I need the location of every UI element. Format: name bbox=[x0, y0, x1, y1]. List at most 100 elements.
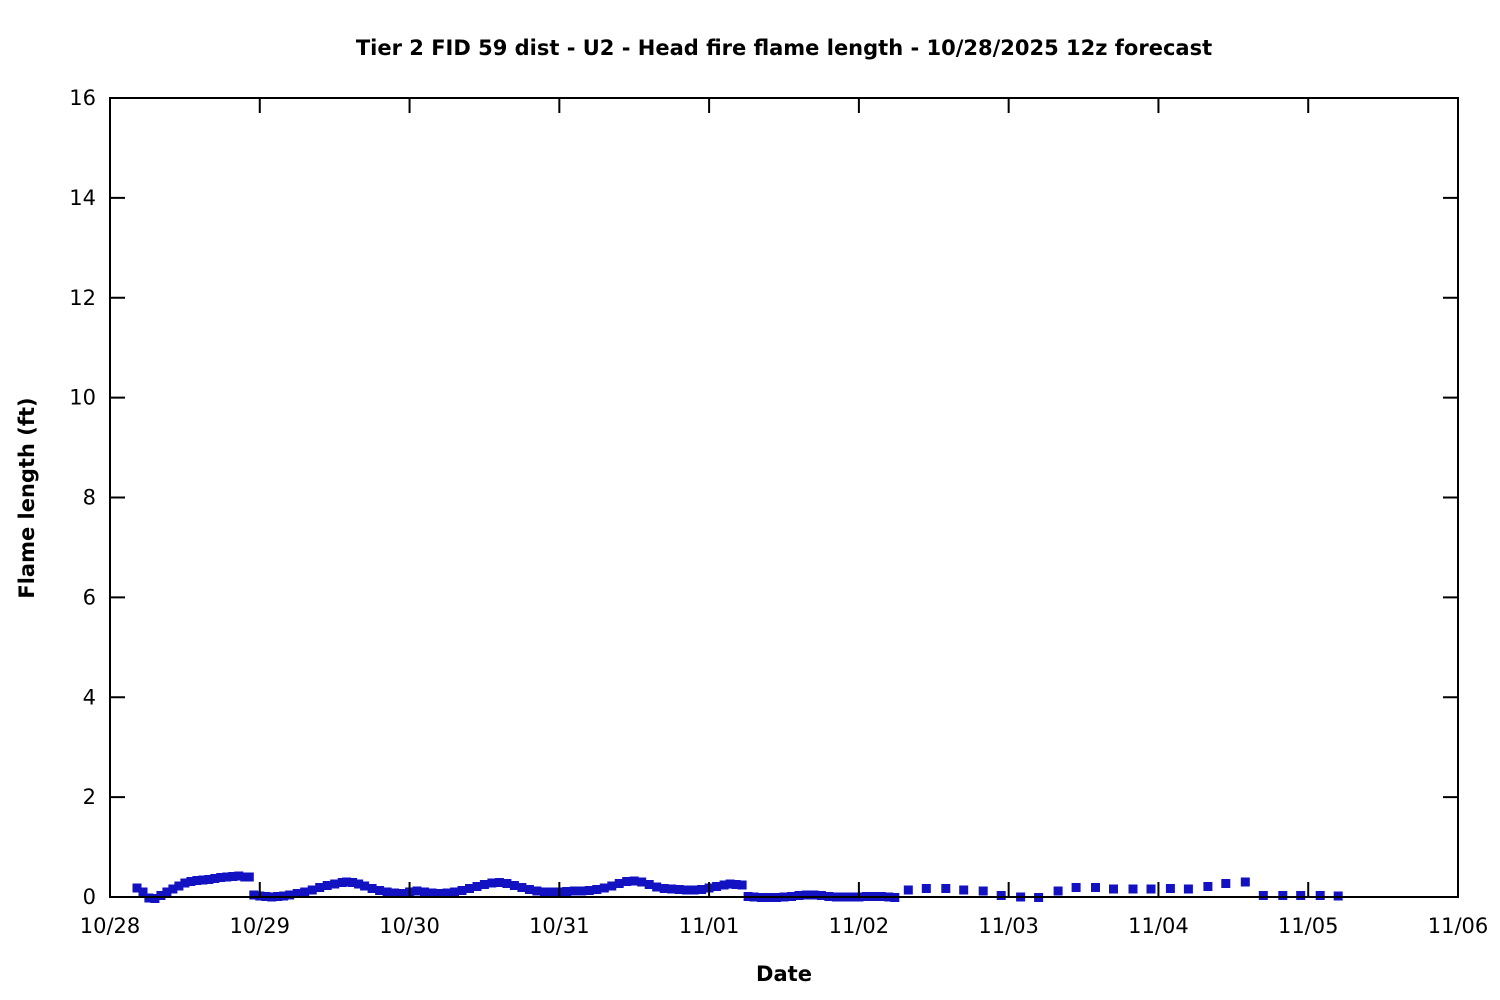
data-point-marker bbox=[472, 882, 482, 891]
data-point-marker bbox=[1240, 877, 1250, 887]
data-point-marker bbox=[342, 877, 352, 887]
data-point-marker bbox=[1258, 891, 1268, 900]
data-point-marker bbox=[1091, 883, 1100, 892]
data-point-marker bbox=[450, 887, 459, 897]
chart-title: Tier 2 FID 59 dist - U2 - Head fire flam… bbox=[355, 36, 1213, 60]
data-point-marker bbox=[959, 885, 969, 895]
y-tick-label: 0 bbox=[83, 885, 96, 909]
x-tick-label: 11/06 bbox=[1428, 914, 1489, 938]
data-point-marker bbox=[584, 886, 594, 895]
data-point-marker bbox=[216, 873, 226, 882]
data-point-marker bbox=[1221, 879, 1231, 888]
data-point-marker bbox=[360, 881, 370, 891]
data-point-marker bbox=[569, 886, 579, 896]
data-point-marker bbox=[412, 886, 422, 896]
data-point-marker bbox=[228, 872, 238, 881]
data-point-marker bbox=[307, 885, 317, 895]
data-point-marker bbox=[162, 887, 172, 897]
data-point-marker bbox=[599, 883, 609, 893]
data-point-marker bbox=[186, 877, 196, 886]
data-point-marker bbox=[725, 879, 735, 889]
data-point-marker bbox=[457, 886, 467, 895]
data-point-marker bbox=[132, 883, 142, 893]
data-point-marker bbox=[652, 882, 662, 892]
data-point-marker bbox=[674, 885, 684, 894]
data-point-marker bbox=[494, 878, 504, 887]
data-point-marker bbox=[1053, 886, 1063, 896]
data-point-marker bbox=[809, 890, 819, 900]
x-tick-label: 11/03 bbox=[978, 914, 1039, 938]
data-point-marker bbox=[816, 891, 826, 900]
data-point-marker bbox=[509, 881, 519, 890]
data-point-marker bbox=[427, 888, 437, 898]
data-point-marker bbox=[629, 876, 639, 886]
x-tick-label: 11/05 bbox=[1278, 914, 1339, 938]
data-point-marker bbox=[682, 885, 692, 895]
data-point-marker bbox=[731, 880, 741, 889]
x-tick-label: 11/04 bbox=[1128, 914, 1189, 938]
data-point-marker bbox=[156, 891, 166, 900]
data-point-marker bbox=[174, 881, 184, 891]
data-point-marker bbox=[697, 885, 707, 894]
y-tick-label: 2 bbox=[83, 785, 96, 809]
data-point-marker bbox=[138, 887, 148, 897]
data-point-marker bbox=[1146, 884, 1156, 894]
data-point-marker bbox=[1296, 891, 1306, 900]
data-point-marker bbox=[479, 880, 489, 889]
data-point-marker bbox=[532, 886, 542, 896]
data-point-marker bbox=[180, 878, 190, 888]
data-point-marker bbox=[348, 878, 358, 887]
x-tick-label: 10/28 bbox=[80, 914, 141, 938]
data-point-marker bbox=[210, 874, 220, 883]
x-tick-label: 10/31 bbox=[529, 914, 590, 938]
data-point-marker bbox=[367, 884, 377, 893]
data-point-marker bbox=[1109, 884, 1118, 894]
data-point-marker bbox=[1203, 882, 1213, 891]
data-point-marker bbox=[921, 884, 931, 893]
data-point-marker bbox=[737, 880, 747, 890]
data-point-marker bbox=[1183, 884, 1193, 894]
data-point-marker bbox=[524, 885, 534, 894]
data-point-marker bbox=[382, 887, 392, 897]
data-point-marker bbox=[354, 879, 364, 889]
data-point-marker bbox=[794, 891, 804, 900]
data-point-marker bbox=[1278, 891, 1288, 900]
data-point-marker bbox=[547, 887, 557, 897]
plot-frame bbox=[109, 97, 1459, 898]
data-point-marker bbox=[903, 885, 913, 895]
series-head-fire-flame-length-3hourly bbox=[903, 877, 1343, 902]
data-point-marker bbox=[614, 879, 624, 888]
data-point-marker bbox=[300, 887, 310, 897]
data-point-marker bbox=[607, 881, 617, 891]
data-point-marker bbox=[517, 883, 527, 892]
data-point-marker bbox=[562, 887, 572, 896]
data-point-marker bbox=[150, 894, 160, 903]
y-tick-label: 6 bbox=[83, 585, 96, 609]
data-point-marker bbox=[390, 888, 400, 898]
x-axis-label: Date bbox=[756, 962, 812, 986]
data-point-marker bbox=[244, 872, 254, 882]
y-tick-label: 16 bbox=[69, 86, 96, 110]
y-tick-label: 10 bbox=[69, 386, 96, 410]
data-point-marker bbox=[539, 887, 549, 897]
x-tick-label: 10/29 bbox=[230, 914, 291, 938]
data-point-marker bbox=[577, 886, 587, 896]
data-point-marker bbox=[941, 884, 951, 893]
y-tick-label: 4 bbox=[83, 685, 96, 709]
data-point-marker bbox=[592, 885, 602, 894]
data-point-marker bbox=[234, 871, 244, 881]
y-tick-label: 12 bbox=[69, 286, 96, 310]
y-tick-label: 14 bbox=[69, 186, 96, 210]
data-point-marker bbox=[978, 886, 988, 896]
x-tick-label: 11/02 bbox=[829, 914, 890, 938]
data-point-marker bbox=[659, 884, 669, 893]
data-point-marker bbox=[644, 880, 654, 889]
y-tick-label: 8 bbox=[83, 486, 96, 510]
data-point-marker bbox=[465, 884, 474, 893]
data-point-marker bbox=[198, 875, 208, 885]
data-point-marker bbox=[330, 879, 340, 889]
data-point-marker bbox=[292, 889, 302, 898]
y-axis-label: Flame length (ft) bbox=[15, 397, 39, 599]
